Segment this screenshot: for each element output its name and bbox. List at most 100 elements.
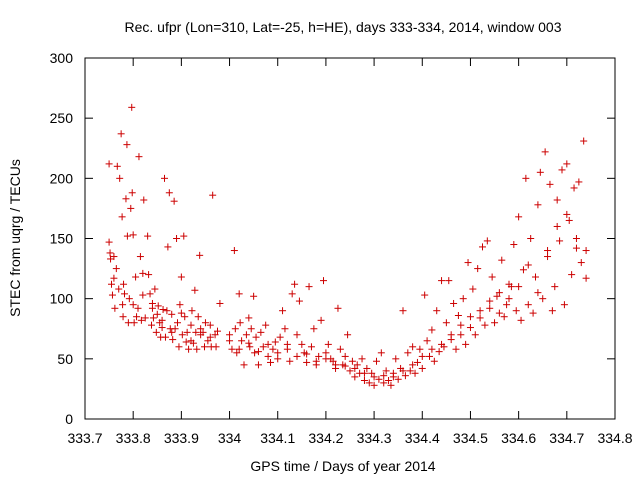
data-point (399, 307, 407, 315)
data-point (317, 316, 325, 324)
data-point (293, 331, 301, 339)
data-point (382, 367, 390, 375)
data-point (212, 343, 220, 351)
data-point (570, 184, 578, 192)
data-point (254, 348, 262, 356)
data-point (568, 271, 576, 279)
data-point (416, 345, 424, 353)
data-point (488, 273, 496, 281)
data-point (286, 357, 294, 365)
data-point (133, 313, 141, 321)
data-point (235, 345, 243, 353)
data-point (161, 174, 168, 182)
x-tick-label: 333.8 (116, 430, 151, 446)
data-point (558, 166, 566, 174)
data-point (380, 379, 388, 387)
data-point (250, 292, 258, 300)
data-point (264, 340, 272, 348)
data-point (295, 297, 303, 305)
data-point (117, 130, 125, 138)
data-point (149, 314, 157, 322)
data-point (194, 313, 202, 321)
data-point (565, 216, 573, 224)
data-point (512, 307, 520, 315)
data-point (230, 247, 238, 255)
data-point (418, 364, 426, 372)
data-point (192, 328, 200, 336)
data-point (132, 273, 140, 281)
data-point (548, 307, 556, 315)
data-point (572, 235, 580, 242)
data-point (177, 309, 185, 317)
data-point (183, 328, 191, 336)
chart-title: Rec. ufpr (Lon=310, Lat=-25, h=HE), days… (124, 19, 561, 35)
x-tick-label: 334.8 (597, 430, 632, 446)
data-point (116, 174, 124, 182)
data-point (110, 253, 118, 261)
data-point (459, 295, 467, 303)
data-point (269, 345, 277, 353)
data-point (137, 316, 145, 324)
data-point (534, 201, 542, 209)
data-point (553, 222, 561, 230)
data-point (274, 349, 282, 357)
data-point (201, 319, 209, 327)
x-tick-label: 334.3 (357, 430, 392, 446)
data-point (541, 148, 549, 156)
data-point (392, 355, 400, 363)
data-point (438, 340, 446, 348)
data-point (236, 319, 244, 327)
data-point (370, 381, 378, 389)
data-point (445, 277, 453, 285)
data-point (163, 307, 171, 315)
data-point (247, 325, 255, 333)
data-point (474, 265, 482, 273)
data-point (336, 345, 344, 353)
y-axis: 0 50 100 150 200 250 300 (50, 50, 615, 427)
data-point (113, 162, 121, 170)
data-point (546, 180, 554, 188)
data-point (120, 280, 128, 288)
data-point (169, 336, 177, 344)
data-point (152, 328, 160, 336)
data-point (353, 361, 361, 369)
data-point (303, 358, 311, 366)
data-point (110, 274, 118, 282)
data-point (228, 345, 236, 353)
data-point (125, 295, 133, 303)
x-tick-label: 334.1 (260, 430, 295, 446)
data-point (498, 256, 506, 264)
data-point (226, 337, 234, 345)
data-point (271, 338, 279, 346)
data-point (199, 328, 207, 336)
data-point (216, 299, 224, 307)
data-point (368, 369, 376, 377)
data-point (322, 355, 330, 363)
data-point (127, 204, 135, 212)
data-point (119, 301, 127, 309)
data-point (442, 319, 450, 327)
data-point (276, 333, 284, 341)
plot-frame (84, 57, 616, 420)
data-point (242, 331, 250, 339)
data-point (479, 243, 486, 251)
data-point (128, 189, 136, 197)
data-point (481, 321, 489, 329)
data-point (140, 196, 148, 204)
data-point (164, 243, 172, 251)
data-point (389, 373, 397, 381)
data-point (577, 259, 585, 267)
data-point (466, 324, 474, 332)
data-point (115, 285, 123, 293)
data-point (377, 349, 385, 357)
data-point (246, 343, 254, 351)
data-point (426, 352, 433, 360)
data-point (310, 325, 318, 333)
data-point (153, 310, 161, 318)
data-point (529, 309, 537, 317)
data-point (553, 196, 561, 204)
data-point (358, 355, 366, 363)
data-point (108, 291, 116, 299)
data-point (491, 319, 499, 327)
data-point (346, 367, 354, 375)
